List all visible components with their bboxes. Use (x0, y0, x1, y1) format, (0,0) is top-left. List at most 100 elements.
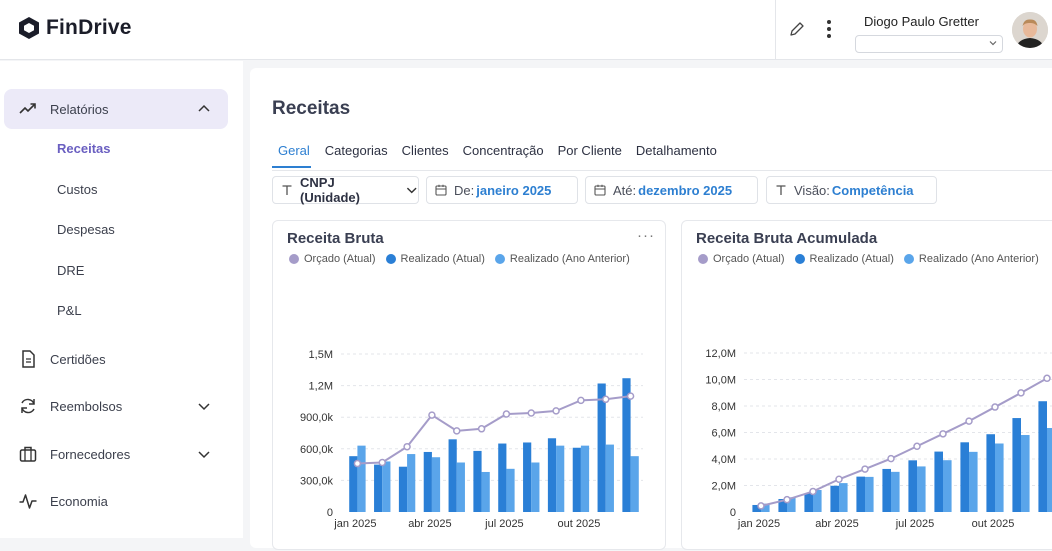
bar (830, 485, 839, 512)
chart-title: Receita Bruta Acumulada (696, 230, 878, 247)
text-type-icon (281, 184, 293, 196)
y-tick-label: 2,0M (712, 481, 736, 493)
legend-item-realizado[interactable]: Realizado (Atual) (385, 253, 485, 265)
date-from-label: De: (454, 182, 475, 198)
sidebar-item-certidoes[interactable]: Certidões (18, 349, 106, 369)
tab-clientes[interactable]: Clientes (401, 143, 449, 158)
bar (382, 461, 391, 512)
tab-categorias[interactable]: Categorias (324, 143, 388, 158)
chart-title: Receita Bruta (287, 230, 384, 247)
date-to-filter[interactable]: Até: dezembro 2025 (585, 176, 758, 204)
sidebar-item-label: Certidões (50, 351, 106, 367)
sidebar-subitem-dre[interactable]: DRE (57, 263, 85, 278)
bar (1047, 427, 1052, 512)
x-tick-label: abr 2025 (815, 518, 858, 530)
chevron-up-icon[interactable] (196, 101, 212, 117)
view-label: Visão: (794, 182, 830, 198)
chart-legend: Orçado (Atual) Realizado (Atual) Realiza… (289, 253, 640, 265)
sidebar-subitem-custos[interactable]: Custos (57, 182, 98, 197)
y-tick-label: 4,0M (712, 454, 736, 466)
hexagon-logo-icon (19, 17, 39, 39)
view-value: Competência (831, 182, 914, 198)
y-tick-label: 600,0k (300, 444, 334, 456)
chevron-down-icon (989, 41, 997, 46)
x-tick-label: jul 2025 (895, 518, 935, 530)
more-horizontal-icon[interactable]: ··· (637, 227, 655, 244)
line-point (861, 465, 869, 473)
bar (423, 451, 432, 512)
sidebar-item-economia[interactable]: Economia (18, 491, 108, 511)
legend-item-realizado-anterior[interactable]: Realizado (Ano Anterior) (494, 253, 630, 265)
tab-por-cliente[interactable]: Por Cliente (557, 143, 622, 158)
bar (556, 445, 565, 512)
bar (523, 442, 532, 512)
tab-geral[interactable]: Geral (272, 142, 311, 168)
sidebar: Relatórios Receitas Custos Despesas DRE … (0, 61, 243, 538)
line-point (913, 442, 921, 451)
line-point (552, 407, 560, 415)
sidebar-item-relatorios[interactable]: Relatórios (18, 99, 109, 119)
view-filter[interactable]: Visão: Competência (766, 176, 937, 204)
more-vertical-icon[interactable] (820, 18, 838, 40)
bar (995, 443, 1004, 512)
sidebar-subitem-pl[interactable]: P&L (57, 303, 82, 318)
line-point (783, 495, 791, 504)
bar (752, 504, 761, 512)
legend-item-orcado[interactable]: Orçado (Atual) (289, 253, 376, 265)
line-point (353, 459, 362, 468)
legend-label: Realizado (Atual) (400, 253, 485, 265)
date-from-filter[interactable]: De: janeiro 2025 (426, 176, 578, 204)
tab-concentracao[interactable]: Concentração (462, 143, 544, 158)
x-tick-label: jul 2025 (484, 518, 524, 530)
chart-card-receita-bruta: Receita Bruta ··· Orçado (Atual) Realiza… (272, 220, 666, 550)
chart-card-receita-bruta-acumulada: Receita Bruta Acumulada Orçado (Atual) R… (681, 220, 1052, 550)
date-to-label: Até: (613, 182, 637, 198)
group-filter-select[interactable]: CNPJ (Unidade) (272, 175, 419, 205)
bar (882, 468, 891, 512)
bar (398, 466, 408, 512)
chart-receita-bruta-acumulada: 0 2,0M 4,0M 6,0M 8,0M 10,0M 12,0M jan 2025 abr 2… (705, 348, 1052, 530)
y-tick-label: 300,0k (300, 475, 334, 487)
y-tick-label: 1,5M (309, 349, 333, 361)
sidebar-subitem-despesas[interactable]: Despesas (57, 222, 115, 237)
activity-icon (18, 491, 38, 511)
tab-detalhamento[interactable]: Detalhamento (635, 143, 717, 158)
legend-item-realizado-anterior[interactable]: Realizado (Ano Anterior) (903, 253, 1039, 265)
line-point (626, 392, 635, 400)
bar (804, 493, 813, 512)
line-point (428, 411, 436, 419)
legend-item-realizado[interactable]: Realizado (Atual) (794, 253, 894, 265)
legend-label: Orçado (Atual) (713, 253, 785, 265)
bar (917, 466, 926, 512)
bar (349, 456, 358, 512)
sidebar-item-fornecedores[interactable]: Fornecedores (18, 444, 130, 464)
chevron-down-icon[interactable] (196, 398, 212, 414)
chevron-down-icon (406, 187, 417, 194)
user-avatar[interactable] (1012, 12, 1048, 48)
y-tick-label: 0 (730, 507, 736, 519)
legend-swatch (289, 254, 299, 264)
y-tick-label: 0 (327, 507, 333, 519)
top-bar: FinDrive Diogo Paulo Gretter (0, 0, 1052, 60)
y-tick-label: 8,0M (712, 401, 736, 413)
sidebar-item-reembolsos[interactable]: Reembolsos (18, 396, 122, 416)
main-content: Receitas Geral Categorias Clientes Conce… (250, 68, 1052, 550)
legend-item-orcado[interactable]: Orçado (Atual) (698, 253, 785, 265)
app-logo[interactable]: FinDrive (18, 16, 132, 40)
legend-label: Orçado (Atual) (304, 253, 376, 265)
bar (813, 490, 822, 512)
bar (597, 383, 606, 512)
tabs-bar: Geral Categorias Clientes Concentração P… (272, 142, 731, 168)
line-point (835, 475, 843, 484)
chevron-down-icon[interactable] (196, 446, 212, 462)
user-name: Diogo Paulo Gretter (864, 14, 979, 29)
line-point (602, 395, 610, 404)
date-from-value: janeiro 2025 (476, 182, 552, 198)
calendar-icon (594, 184, 606, 196)
company-select[interactable] (855, 35, 1003, 53)
line-point (527, 409, 535, 417)
bar (865, 476, 874, 512)
pencil-icon[interactable] (788, 20, 806, 38)
bar (1038, 401, 1047, 512)
sidebar-subitem-receitas[interactable]: Receitas (57, 141, 111, 156)
